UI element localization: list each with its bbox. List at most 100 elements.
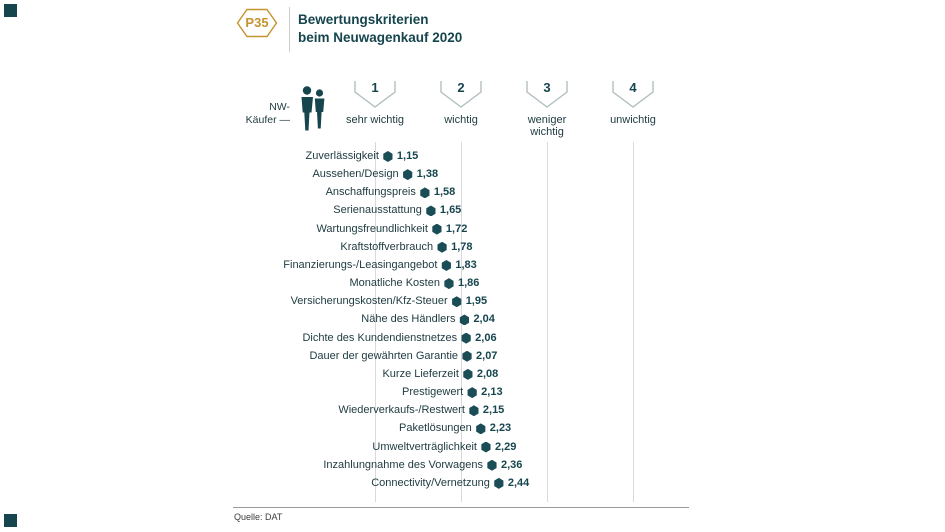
criteria-row: Aussehen/Design 1,38 (0, 165, 945, 183)
criteria-row: Paketlösungen 2,23 (0, 419, 945, 437)
tick-label: wichtig (444, 114, 478, 126)
value-marker-icon (437, 241, 447, 253)
criteria-label: Wartungsfreundlichkeit (316, 222, 428, 235)
criteria-label: Anschaffungspreis (325, 186, 416, 199)
tick-number: 3 (543, 80, 551, 95)
value-label: 2,04 (473, 313, 495, 326)
criteria-label: Paketlösungen (399, 422, 472, 435)
value-label: 2,13 (481, 386, 503, 399)
value-label: 2,23 (489, 422, 512, 435)
value-label: 1,83 (455, 258, 477, 271)
value-marker-icon (441, 259, 451, 271)
criteria-row: Dichte des Kundendienstnetzes 2,06 (0, 329, 945, 347)
criteria-row: Zuverlässigkeit 1,15 (0, 147, 945, 165)
criteria-row: Prestigewert 2,13 (0, 383, 945, 401)
value-label: 1,15 (396, 150, 419, 162)
value-marker-icon (383, 151, 393, 162)
value-marker-icon (481, 441, 491, 453)
tick-chevron-icon (526, 81, 568, 108)
value-label: 2,15 (482, 404, 505, 417)
tick-chevron-icon (440, 81, 482, 108)
value-label: 2,44 (507, 476, 530, 489)
scale-tick: 2 (438, 80, 484, 110)
criteria-row: Kraftstoffverbrauch 1,78 (0, 238, 945, 256)
criteria-label: Serienausstattung (333, 204, 422, 217)
badge-label: P35 (245, 15, 269, 30)
criteria-row: Connectivity/Vernetzung 2,44 (0, 474, 945, 492)
criteria-row: Kurze Lieferzeit 2,08 (0, 365, 945, 383)
value-label: 1,72 (445, 222, 468, 235)
value-marker-icon (459, 314, 470, 326)
value-marker-icon (494, 477, 504, 489)
criteria-label: Versicherungskosten/Kfz-Steuer (290, 295, 448, 308)
source-divider (233, 507, 689, 508)
value-marker-icon (462, 350, 472, 362)
chart-badge: P35 (236, 8, 278, 38)
criteria-row: Anschaffungspreis 1,58 (0, 183, 945, 201)
value-label: 2,07 (476, 349, 498, 362)
criteria-row: Wiederverkaufs-/Restwert 2,15 (0, 401, 945, 419)
criteria-label: Dichte des Kundendienstnetzes (302, 331, 458, 344)
value-marker-icon (452, 296, 462, 308)
value-marker-icon (403, 169, 413, 181)
tick-chevron-icon (354, 81, 396, 108)
value-marker-icon (487, 459, 497, 471)
tick-label: sehr wichtig (345, 114, 405, 126)
criteria-label: Zuverlässigkeit (305, 150, 379, 162)
value-label: 1,58 (433, 186, 456, 199)
scale-tick: 1 (352, 80, 398, 110)
value-marker-icon (476, 423, 486, 435)
corner-mark-top (4, 4, 17, 17)
criteria-label: Dauer der gewährten Garantie (309, 349, 459, 362)
criteria-label: Prestigewert (402, 386, 464, 399)
tick-chevron-icon (612, 81, 654, 108)
criteria-row: Finanzierungs-/Leasingangebot 1,83 (0, 256, 945, 274)
buyers-icon (301, 86, 325, 131)
value-label: 1,78 (451, 240, 473, 253)
criteria-row: Umweltverträglichkeit 2,29 (0, 438, 945, 456)
tick-number: 1 (371, 80, 379, 95)
value-marker-icon (461, 332, 471, 344)
value-label: 1,65 (439, 204, 462, 217)
gridline (375, 142, 376, 502)
criteria-row: Inzahlungnahme des Vorwagens 2,36 (0, 456, 945, 474)
value-label: 1,86 (457, 277, 480, 290)
value-label: 2,36 (500, 458, 523, 471)
criteria-label: Inzahlungnahme des Vorwagens (323, 458, 483, 471)
criteria-label: Finanzierungs-/Leasingangebot (283, 258, 438, 271)
tick-number: 2 (457, 80, 465, 95)
criteria-label: Umweltverträglichkeit (372, 440, 477, 453)
value-marker-icon (420, 187, 430, 199)
source-note: Quelle: DAT (234, 512, 283, 522)
value-label: 1,95 (465, 295, 488, 308)
criteria-label: Aussehen/Design (312, 168, 399, 181)
criteria-label: Monatliche Kosten (349, 277, 440, 290)
chart-title-line2: beim Neuwagenkauf 2020 (298, 30, 463, 45)
header-divider (289, 7, 290, 52)
criteria-label: Connectivity/Vernetzung (371, 476, 490, 489)
criteria-row: Nähe des Händlers 2,04 (0, 310, 945, 328)
badge-hexagon-icon (236, 8, 278, 38)
value-marker-icon (444, 278, 454, 290)
criteria-row: Dauer der gewährten Garantie 2,07 (0, 347, 945, 365)
tick-label: weniger wichtig (527, 114, 567, 138)
gridline (633, 142, 634, 502)
tick-number: 4 (629, 80, 637, 95)
value-label: 2,06 (475, 331, 497, 344)
value-marker-icon (432, 223, 442, 235)
criteria-row: Versicherungskosten/Kfz-Steuer 1,95 (0, 292, 945, 310)
value-marker-icon (426, 205, 436, 217)
value-label: 1,38 (416, 168, 439, 181)
value-marker-icon (469, 405, 479, 417)
axis-group-label: NW- Käufer — (245, 101, 290, 126)
chart-title: Bewertungskriterien beim Neuwagenkauf 20… (298, 11, 462, 47)
value-marker-icon (463, 368, 473, 380)
criteria-row: Monatliche Kosten 1,86 (0, 274, 945, 292)
criteria-label: Kraftstoffverbrauch (340, 240, 434, 253)
criteria-row: Serienausstattung 1,65 (0, 201, 945, 219)
corner-mark-bottom (4, 514, 17, 527)
value-label: 2,08 (476, 367, 499, 380)
criteria-label: Nähe des Händlers (361, 313, 456, 326)
scale-tick: 3 (524, 80, 570, 110)
